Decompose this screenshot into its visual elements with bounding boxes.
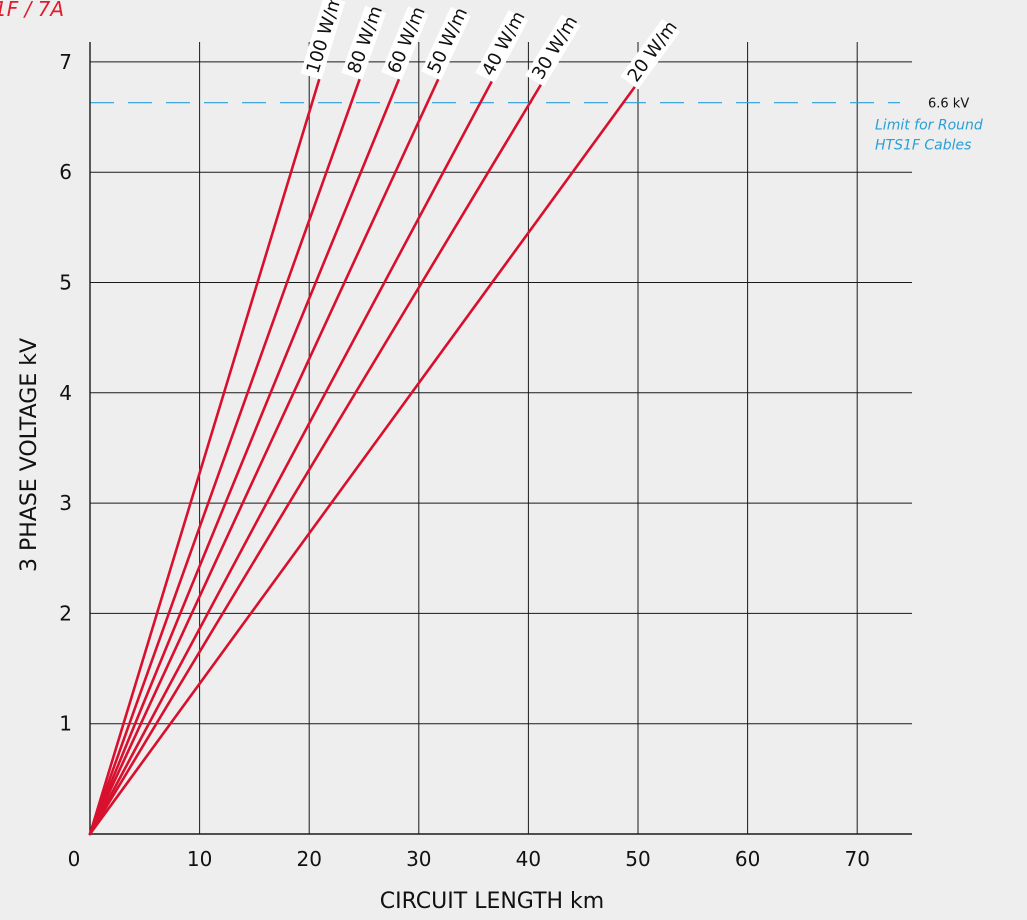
x-axis-title: CIRCUIT LENGTH km	[380, 889, 604, 914]
y-tick-label: 4	[59, 381, 72, 405]
series-label: 100 W/m	[303, 0, 347, 76]
series-line	[88, 74, 322, 836]
series-line	[88, 74, 441, 836]
chart-title: 1F / 7A	[0, 0, 64, 21]
series-label-background	[341, 5, 386, 81]
series-label-background	[525, 14, 581, 87]
series-label: 40 W/m	[478, 8, 530, 80]
x-tick-label: 10	[187, 847, 212, 871]
series-label-background	[381, 6, 429, 81]
x-tick-label: 30	[406, 847, 431, 871]
series-label-group: 100 W/m	[300, 0, 346, 80]
series-label-background	[421, 6, 471, 81]
y-axis-title: 3 PHASE VOLTAGE kV	[17, 338, 42, 572]
series-line	[88, 74, 402, 836]
y-tick-label: 3	[59, 491, 72, 515]
voltage-limit-value: 6.6 kV	[928, 97, 969, 112]
x-tick-label: 60	[735, 847, 760, 871]
series-line	[88, 82, 639, 836]
series-labels: 100 W/m80 W/m60 W/m50 W/m 40 W/m30 W/m 20 …	[300, 0, 682, 90]
series-label-background	[300, 0, 346, 80]
y-tick-label: 1	[59, 712, 72, 736]
y-tick-label: 5	[59, 271, 72, 295]
grid	[90, 42, 912, 834]
voltage-limit-description: HTS1F Cables	[875, 138, 971, 154]
x-tick-label: 40	[516, 847, 541, 871]
series-label: 30 W/m	[528, 12, 582, 83]
series-line	[88, 80, 544, 836]
y-tick-label: 6	[59, 160, 72, 184]
series-label-group: 50 W/m	[421, 4, 472, 81]
x-tick-label: 20	[296, 847, 321, 871]
x-tick-label: 70	[844, 847, 869, 871]
series-label-group: 20 W/m	[620, 17, 682, 90]
series-label: 50 W/m	[424, 4, 472, 76]
x-tick-label: 50	[625, 847, 650, 871]
series-label-group: 40 W/m	[475, 8, 530, 84]
series-label-background	[475, 10, 529, 84]
series-label: 60 W/m	[384, 4, 430, 77]
series-label-group: 80 W/m	[341, 3, 387, 81]
series-line	[88, 74, 363, 836]
series-label: 20 W/m	[624, 17, 682, 86]
series-label-background	[620, 18, 680, 90]
axes	[89, 42, 912, 835]
reference-line-group: 6.6 kV Limit for Round HTS1F Cables	[90, 97, 983, 154]
series-line	[88, 77, 495, 836]
y-tick-label: 2	[59, 601, 72, 625]
series-label: 80 W/m	[344, 3, 387, 76]
origin-label: 0	[68, 847, 81, 871]
voltage-limit-description: Limit for Round	[875, 118, 983, 134]
series-label-group: 30 W/m	[525, 12, 582, 87]
y-tick-label: 7	[59, 50, 72, 74]
series-lines	[88, 74, 639, 836]
